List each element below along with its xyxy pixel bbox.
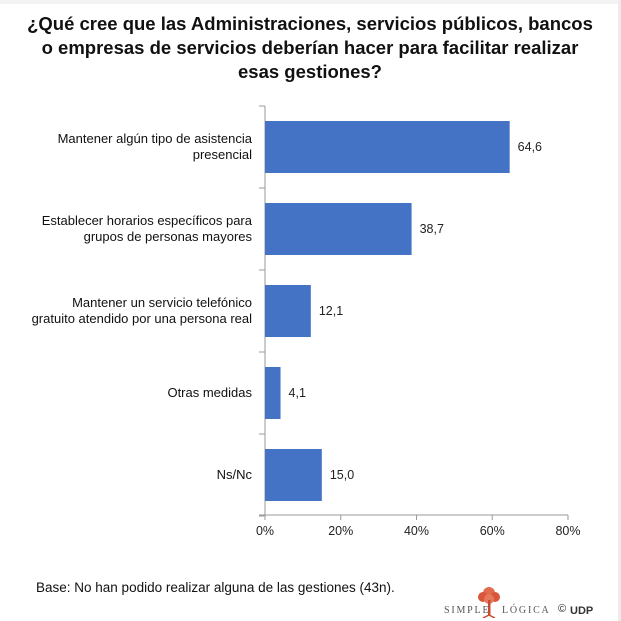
bar-value-label: 38,7	[420, 222, 444, 236]
bar	[265, 449, 322, 501]
copyright-symbol: ©	[558, 603, 567, 615]
brand-logica: LÓGICA	[502, 605, 551, 616]
bar	[265, 121, 510, 173]
category-label: Mantener un servicio telefónico	[72, 295, 252, 310]
category-label: grupos de personas mayores	[84, 229, 253, 244]
bar-value-label: 64,6	[518, 140, 542, 154]
brand-logo: SIMPLE LÓGICA © UDP	[444, 586, 614, 618]
top-border	[0, 0, 621, 4]
brand-simple: SIMPLE	[444, 605, 491, 616]
chart-title-line-1: ¿Qué cree que las Administraciones, serv…	[27, 13, 593, 34]
bar-value-label: 12,1	[319, 304, 343, 318]
x-tick-label: 20%	[328, 524, 353, 538]
chart-title: ¿Qué cree que las Administraciones, serv…	[20, 12, 600, 84]
category-label: gratuito atendido por una persona real	[32, 311, 253, 326]
right-border	[618, 0, 621, 621]
category-label: Mantener algún tipo de asistencia	[58, 131, 253, 146]
chart-title-line-2: o empresas de servicios deberían hacer p…	[41, 37, 579, 58]
x-tick-label: 40%	[404, 524, 429, 538]
bar	[265, 203, 412, 255]
bar	[265, 285, 311, 337]
category-label: presencial	[193, 147, 252, 162]
tree-icon	[478, 587, 500, 618]
category-label: Establecer horarios específicos para	[42, 213, 253, 228]
category-label: Ns/Nc	[217, 467, 253, 482]
x-tick-label: 80%	[555, 524, 580, 538]
x-tick-label: 0%	[256, 524, 274, 538]
category-label: Otras medidas	[167, 385, 252, 400]
bar-value-label: 15,0	[330, 468, 354, 482]
brand-udp: UDP	[570, 605, 594, 617]
chart-title-line-3: esas gestiones?	[238, 61, 382, 82]
bar	[265, 367, 281, 419]
bar-value-label: 4,1	[289, 386, 306, 400]
footnote: Base: No han podido realizar alguna de l…	[36, 580, 395, 595]
x-tick-label: 60%	[480, 524, 505, 538]
